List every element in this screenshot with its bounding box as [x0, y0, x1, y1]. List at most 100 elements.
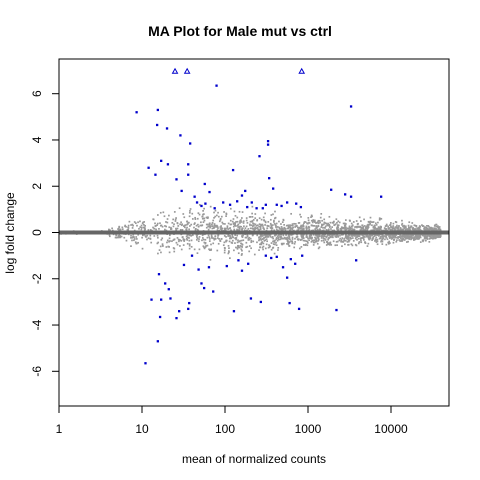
- significant-point: [268, 177, 271, 180]
- gray-point: [240, 248, 243, 251]
- gray-point: [245, 217, 248, 219]
- gray-point: [197, 212, 200, 215]
- gray-point: [299, 225, 302, 228]
- gray-point: [240, 242, 243, 245]
- gray-point: [261, 238, 264, 241]
- gray-point: [324, 239, 327, 241]
- gray-point: [159, 224, 162, 227]
- gray-point: [335, 236, 338, 238]
- gray-point: [196, 235, 198, 238]
- gray-point: [416, 227, 418, 230]
- gray-point: [349, 220, 351, 222]
- gray-point: [245, 241, 248, 244]
- significant-point: [379, 195, 383, 198]
- gray-point: [220, 229, 223, 232]
- gray-point: [193, 226, 195, 229]
- gray-point: [305, 229, 308, 231]
- gray-point: [375, 236, 378, 239]
- gray-point: [289, 233, 292, 236]
- gray-point: [343, 226, 346, 229]
- gray-point: [203, 219, 206, 222]
- gray-point: [118, 229, 120, 232]
- gray-point: [150, 241, 153, 244]
- gray-point: [398, 225, 400, 228]
- significant-point: [285, 201, 289, 204]
- gray-point: [339, 234, 341, 237]
- gray-point: [361, 237, 364, 239]
- gray-point: [336, 233, 339, 236]
- gray-point: [240, 245, 243, 248]
- gray-point: [411, 228, 414, 230]
- gray-point: [397, 236, 399, 238]
- gray-point: [364, 228, 366, 231]
- gray-point: [344, 234, 347, 237]
- gray-point: [237, 244, 240, 247]
- significant-point: [335, 308, 338, 312]
- gray-point: [223, 229, 226, 232]
- gray-point: [397, 228, 400, 230]
- gray-point: [142, 226, 145, 229]
- gray-point: [280, 229, 283, 231]
- gray-point: [384, 225, 387, 228]
- gray-point: [423, 228, 426, 231]
- gray-point: [283, 237, 285, 240]
- gray-point: [223, 211, 225, 213]
- gray-point: [336, 240, 339, 243]
- gray-point: [235, 237, 238, 239]
- gray-point: [390, 236, 392, 238]
- gray-point: [402, 233, 405, 236]
- gray-point: [186, 242, 189, 245]
- gray-point: [133, 238, 136, 240]
- gray-point: [300, 216, 302, 218]
- gray-point: [156, 234, 159, 237]
- gray-point: [205, 226, 208, 229]
- gray-point: [164, 228, 166, 231]
- gray-point: [279, 235, 282, 238]
- gray-point: [186, 237, 188, 240]
- gray-point: [198, 236, 201, 238]
- gray-point: [156, 242, 159, 245]
- gray-point: [160, 238, 163, 241]
- gray-point: [249, 227, 252, 230]
- gray-point: [242, 222, 245, 224]
- significant-point: [175, 178, 178, 181]
- gray-point: [237, 226, 239, 228]
- gray-point: [121, 228, 124, 231]
- gray-point: [385, 243, 388, 246]
- gray-point: [429, 234, 432, 236]
- significant-point: [208, 190, 211, 194]
- gray-point: [226, 225, 229, 228]
- significant-point: [182, 263, 186, 267]
- gray-point: [234, 214, 237, 217]
- gray-point: [387, 242, 390, 245]
- gray-point: [149, 228, 152, 231]
- gray-point: [367, 235, 370, 238]
- gray-point: [285, 224, 288, 227]
- gray-point: [282, 234, 285, 237]
- gray-point: [205, 216, 208, 219]
- gray-point: [380, 233, 382, 236]
- gray-point: [348, 229, 350, 232]
- gray-point: [300, 233, 303, 236]
- gray-point: [413, 238, 415, 241]
- gray-point: [392, 236, 395, 238]
- gray-point: [307, 217, 310, 219]
- gray-point: [168, 246, 170, 248]
- gray-point: [319, 229, 321, 232]
- gray-point: [362, 234, 364, 237]
- gray-point: [341, 245, 343, 248]
- gray-point: [178, 207, 181, 210]
- gray-point: [317, 219, 320, 222]
- gray-point: [434, 234, 437, 236]
- gray-point: [422, 239, 425, 242]
- gray-point: [327, 229, 329, 232]
- gray-point: [173, 223, 175, 226]
- gray-point: [184, 226, 186, 229]
- gray-point: [208, 236, 211, 239]
- gray-point: [422, 240, 424, 243]
- gray-point: [213, 226, 215, 229]
- gray-point: [331, 226, 333, 228]
- gray-point: [196, 252, 199, 255]
- gray-point: [155, 224, 157, 227]
- gray-point: [308, 239, 310, 242]
